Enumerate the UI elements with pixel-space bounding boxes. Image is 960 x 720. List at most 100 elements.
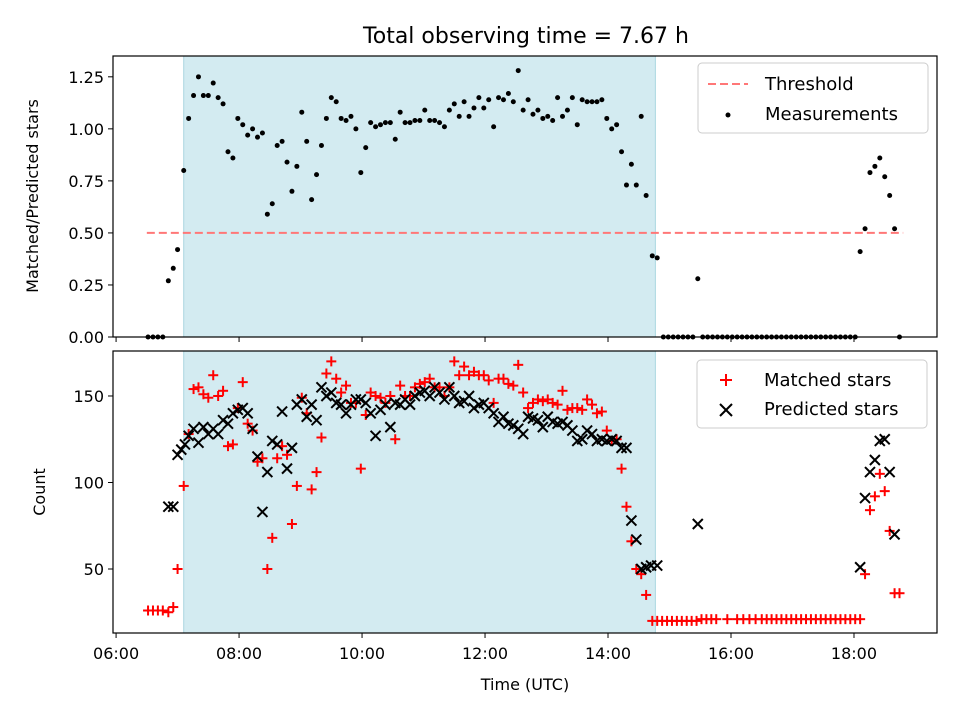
matched-point <box>855 614 866 625</box>
predicted-point <box>340 407 352 419</box>
matched-point <box>218 385 229 396</box>
matched-point <box>547 397 558 408</box>
predicted-point <box>246 423 259 435</box>
measurement-point <box>550 118 556 124</box>
matched-star-points <box>143 356 905 626</box>
measurement-point <box>289 188 295 194</box>
predicted-point <box>692 518 704 530</box>
measurement-point <box>614 122 620 128</box>
top-axes-frame <box>112 55 938 338</box>
matched-point <box>286 519 297 530</box>
measurement-point <box>200 93 206 99</box>
measurement-point <box>230 155 236 161</box>
measurement-point <box>309 197 315 203</box>
measurement-point <box>392 136 398 142</box>
matched-point <box>203 392 214 403</box>
matched-point <box>247 425 258 436</box>
measurement-point <box>165 278 171 284</box>
predicted-point <box>463 390 475 402</box>
measurement-point <box>245 132 251 138</box>
measurement-point <box>491 124 497 130</box>
matched-point <box>321 368 332 379</box>
measurement-point <box>892 226 898 232</box>
bottom-legend-box <box>696 359 928 429</box>
matched-point <box>577 404 588 415</box>
measurement-point <box>609 126 615 132</box>
matched-point <box>336 387 347 398</box>
predicted-point <box>487 407 500 419</box>
x-tick-label: 18:00 <box>831 644 877 663</box>
measurement-point <box>373 124 379 130</box>
top-ytick-label: 0.50 <box>68 224 104 243</box>
predicted-point <box>364 407 377 419</box>
predicted-point <box>192 436 205 449</box>
measurement-point <box>525 97 531 103</box>
measurement-point <box>417 118 423 124</box>
matched-point <box>596 406 607 417</box>
measurement-point <box>412 118 418 124</box>
measurement-point <box>643 192 649 198</box>
predicted-point <box>537 421 549 433</box>
measurement-point <box>427 118 433 124</box>
x-axis-label: Time (UTC) <box>480 675 569 694</box>
matched-point <box>222 441 233 452</box>
predicted-point <box>350 393 362 406</box>
x-tick-label: 12:00 <box>462 644 508 663</box>
matched-point <box>193 382 204 393</box>
bottom-x-ticks: 06:00 08:00 10:00 12:00 14:00 16:00 18:00 <box>93 633 877 663</box>
matched-point <box>272 453 283 464</box>
measurement-point <box>545 113 551 119</box>
matched-point <box>370 390 381 401</box>
predicted-point <box>227 407 239 419</box>
measurement-point <box>882 174 888 180</box>
measurement-point <box>569 95 575 101</box>
predicted-point <box>883 466 896 478</box>
measurement-point <box>210 80 216 86</box>
matched-point <box>316 432 327 443</box>
measurement-point <box>446 107 452 113</box>
measurement-point <box>195 74 201 80</box>
measurement-point <box>422 107 428 113</box>
measurement-point <box>604 115 610 121</box>
matched-point <box>188 384 199 395</box>
top-ytick-label: 0.00 <box>68 328 104 347</box>
matched-point <box>262 563 273 574</box>
top-panel: 0.00 0.25 0.50 0.75 1.00 1.25 Matched/Predict… <box>23 55 938 347</box>
measurement-point <box>323 115 329 121</box>
measurement-point <box>584 99 590 105</box>
predicted-point <box>182 430 195 442</box>
top-ytick-label: 1.00 <box>68 120 104 139</box>
predicted-point <box>409 390 421 402</box>
measurement-point <box>250 126 256 132</box>
measurement-point <box>225 149 231 155</box>
predicted-point <box>296 393 308 406</box>
predicted-point <box>335 398 347 411</box>
matched-point <box>722 614 733 625</box>
measurement-point <box>471 105 477 111</box>
matched-point <box>860 569 871 580</box>
measurement-point <box>461 99 467 105</box>
predicted-point <box>859 492 871 504</box>
measurement-point <box>353 126 359 132</box>
predicted-point <box>869 454 881 466</box>
matched-point <box>874 468 885 479</box>
matched-point <box>582 394 593 405</box>
measurement-point <box>441 124 447 130</box>
chart-title: Total observing time = 7.67 h <box>362 24 689 49</box>
predicted-point <box>404 398 416 411</box>
legend-predicted-label: Predicted stars <box>764 399 898 420</box>
matched-point <box>242 418 253 429</box>
predicted-point <box>217 414 229 426</box>
measurement-point <box>867 170 873 176</box>
matched-point <box>894 588 905 599</box>
matched-point <box>331 373 342 384</box>
matched-point <box>390 434 401 445</box>
predicted-point <box>320 390 333 402</box>
measurement-point <box>437 120 443 126</box>
measurement-point <box>451 101 457 107</box>
measurement-point <box>564 107 570 113</box>
matched-point <box>532 394 543 405</box>
predicted-point <box>517 428 529 440</box>
matched-point <box>562 404 573 415</box>
